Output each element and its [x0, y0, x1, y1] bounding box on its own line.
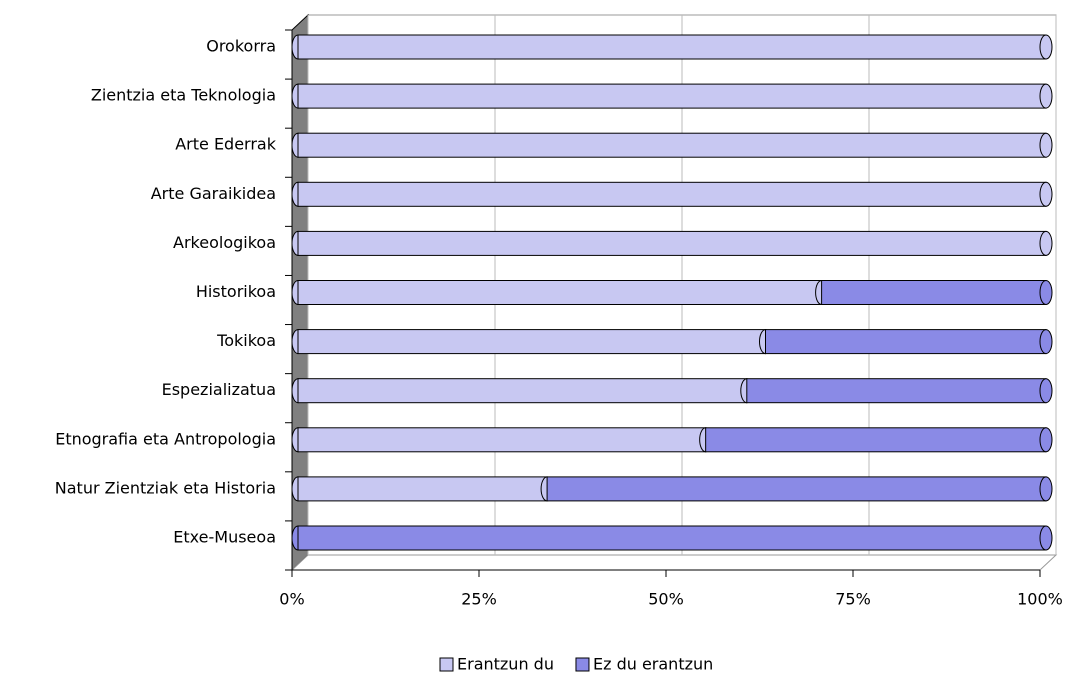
bar-cap — [1039, 329, 1053, 355]
x-tick-label: 100% — [1017, 590, 1063, 609]
y-tick-label: Natur Zientziak eta Historia — [55, 478, 276, 497]
legend-label: Ez du erantzun — [593, 655, 713, 674]
bar — [297, 525, 1047, 551]
bar-cap — [1039, 181, 1053, 207]
bar — [297, 427, 707, 453]
bar-cap — [1039, 525, 1053, 551]
legend-label: Erantzun du — [457, 655, 554, 674]
legend-swatch — [575, 657, 590, 672]
bar-cap — [1039, 230, 1053, 256]
bar-cap — [1039, 476, 1053, 502]
bar — [297, 329, 766, 355]
x-tick-label: 75% — [835, 590, 871, 609]
y-tick-label: Arkeologikoa — [173, 233, 276, 252]
bar-cap — [1039, 280, 1053, 305]
x-tick-label: 0% — [279, 590, 304, 609]
y-tick-label: Zientzia eta Teknologia — [91, 86, 276, 105]
bar — [297, 378, 748, 404]
y-tick-label: Orokorra — [206, 37, 276, 56]
bar — [297, 132, 1047, 158]
bar-cap — [1039, 378, 1053, 404]
bar-cap — [1039, 83, 1053, 109]
bar — [297, 34, 1047, 60]
y-tick-label: Historikoa — [196, 282, 276, 301]
bar — [765, 329, 1047, 355]
y-tick-label: Tokikoa — [216, 331, 276, 350]
y-tick-label: Espezializatua — [162, 380, 276, 399]
y-tick-label: Etxe-Museoa — [173, 528, 276, 547]
bar — [297, 83, 1047, 109]
legend-swatch — [439, 657, 454, 672]
y-tick-label: Arte Garaikidea — [151, 184, 276, 203]
y-tick-label: Arte Ederrak — [175, 135, 277, 154]
bar — [297, 230, 1047, 256]
bar — [297, 280, 823, 305]
x-tick-label: 25% — [461, 590, 497, 609]
bar-cap — [1039, 132, 1053, 158]
bar — [546, 476, 1047, 502]
x-tick-label: 50% — [648, 590, 684, 609]
bar — [821, 280, 1047, 305]
bar-cap — [1039, 427, 1053, 453]
floor — [290, 554, 1058, 571]
bar — [705, 427, 1047, 453]
bar — [297, 476, 548, 502]
bar — [746, 378, 1047, 404]
bar-cap — [1039, 34, 1053, 60]
y-tick-label: Etnografia eta Antropologia — [55, 429, 276, 448]
bar — [297, 181, 1047, 207]
